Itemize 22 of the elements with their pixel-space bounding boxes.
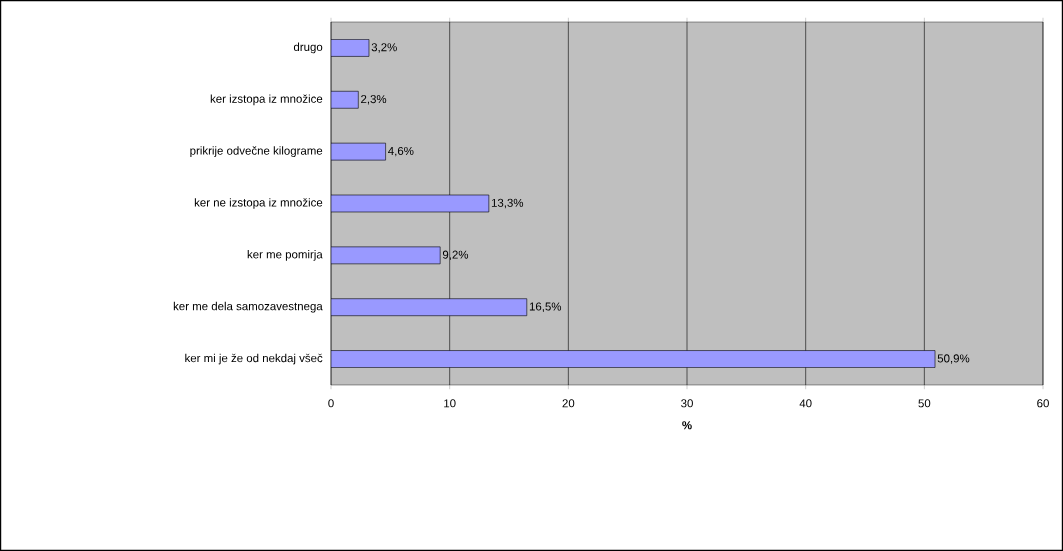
data-label: 4,6% <box>388 146 414 157</box>
x-tick-label: 10 <box>444 399 456 408</box>
data-label: 2,3% <box>361 95 387 105</box>
x-tick-label: 0 <box>328 399 334 408</box>
data-label: 50,9% <box>937 354 970 364</box>
data-label: 3,2% <box>371 43 397 53</box>
y-tick-label: drugo <box>293 42 323 54</box>
y-tick-label: ker me pomirja <box>247 250 323 261</box>
x-axis-title: % <box>682 421 692 430</box>
y-tick-label: ker me dela samozavestnega <box>173 301 323 313</box>
x-tick-label: 20 <box>562 399 575 408</box>
data-label: 16,5% <box>529 302 562 312</box>
data-label: 9,2% <box>442 250 469 261</box>
y-tick-label: ker mi je že od nekdaj všeč <box>185 353 323 365</box>
y-tick-label: prikrije odvečne kilograme <box>190 146 323 157</box>
y-tick-label: ker izstopa iz množice <box>210 94 323 106</box>
x-tick-label: 50 <box>918 399 931 408</box>
x-tick-label: 40 <box>799 399 812 408</box>
data-label: 13,3% <box>491 198 524 209</box>
x-tick-label: 60 <box>1037 399 1049 408</box>
y-tick-label: ker ne izstopa iz množice <box>194 198 323 209</box>
x-tick-label: 30 <box>681 399 693 408</box>
